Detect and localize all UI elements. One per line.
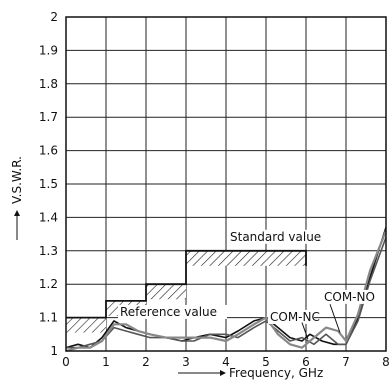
- standard-value-band: [66, 317, 106, 333]
- annotation-bg: [228, 229, 330, 244]
- standard-value-band: [146, 284, 186, 300]
- y-tick-label: 1.9: [39, 43, 58, 57]
- com-nc-leader: [301, 322, 309, 340]
- standard-value-band: [186, 250, 306, 266]
- y-axis-label-group: V.S.W.R.: [10, 156, 24, 240]
- y-tick-label: 1.4: [39, 210, 58, 224]
- x-axis-arrowhead: [220, 370, 226, 376]
- y-tick-label: 1: [50, 344, 58, 358]
- plot-frame: [65, 16, 387, 352]
- annotation-label: Standard value: [230, 230, 321, 244]
- y-tick-label: 1.2: [39, 277, 58, 291]
- x-tick-label: 0: [62, 355, 70, 369]
- y-tick-label: 2: [50, 10, 58, 24]
- com-no-leader: [329, 304, 341, 333]
- x-tick-label: 7: [342, 355, 350, 369]
- annotation-bg: [118, 304, 227, 319]
- series-lines: [65, 227, 388, 353]
- annotation-label: Reference value: [120, 305, 217, 319]
- x-tick-label: 3: [182, 355, 190, 369]
- standard-value-steps: [66, 249, 307, 333]
- series-line-com-no: [65, 230, 388, 353]
- x-tick-label: 6: [302, 355, 310, 369]
- y-tick-label: 1.6: [39, 144, 58, 158]
- y-tick-label: 1.1: [39, 311, 58, 325]
- x-axis-label: Frequency, GHz: [229, 366, 323, 380]
- standard-value-line: [66, 249, 307, 319]
- annotation-label: COM-NC: [270, 310, 320, 324]
- y-tick-label: 1.7: [39, 110, 58, 124]
- annotation-bg: [322, 289, 368, 304]
- y-axis-label: V.S.W.R.: [10, 156, 24, 204]
- x-tick-label: 5: [262, 355, 270, 369]
- annotation-bg: [268, 309, 314, 324]
- x-tick-label: 8: [382, 355, 390, 369]
- series-line-com-nc: [66, 237, 387, 349]
- axis-ticks: 0 1 2 3 4 5 6 7 811.11.21.31.41.51.61.71.81.92: [39, 10, 390, 369]
- x-tick-label: 1: [102, 355, 110, 369]
- series-line-reference-value: [65, 227, 387, 349]
- x-tick-label: 4: [222, 355, 230, 369]
- y-axis-arrowhead: [14, 210, 20, 216]
- y-tick-label: 1.3: [39, 244, 58, 258]
- x-tick-label: 2: [142, 355, 150, 369]
- y-tick-label: 1.8: [39, 77, 58, 91]
- annotations: Standard value COM-NO COM-NC Reference valu…: [118, 229, 375, 340]
- annotation-label: COM-NO: [324, 290, 375, 304]
- y-tick-label: 1.5: [39, 177, 58, 191]
